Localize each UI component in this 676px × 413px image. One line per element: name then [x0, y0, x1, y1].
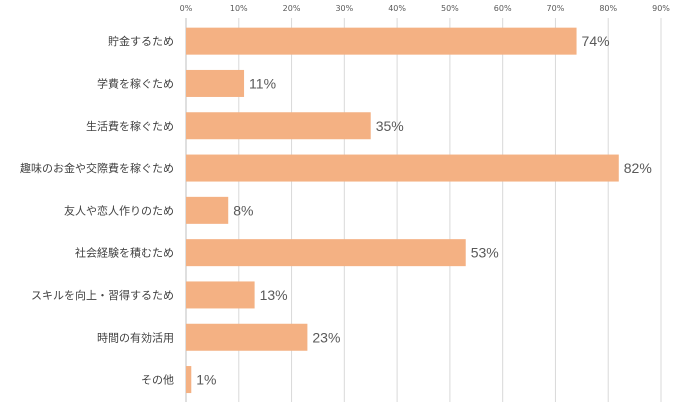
bar	[186, 27, 577, 55]
bar	[186, 239, 466, 267]
x-tick-label: 0%	[180, 4, 193, 13]
bar	[186, 281, 255, 309]
x-tick-label: 10%	[230, 4, 248, 13]
x-tick-label: 30%	[335, 4, 353, 13]
value-label: 53%	[471, 245, 499, 261]
x-tick-label: 20%	[283, 4, 301, 13]
x-tick-label: 90%	[652, 4, 670, 13]
value-label: 1%	[196, 372, 216, 388]
bar	[186, 196, 229, 224]
value-label: 35%	[376, 118, 404, 134]
bar	[186, 366, 192, 394]
category-labels: 貯金するため学費を稼ぐため生活費を稼ぐため趣味のお金や交際費を稼ぐため友人や恋人…	[20, 34, 174, 386]
bar	[186, 69, 245, 97]
bar	[186, 112, 371, 140]
x-tick-label: 70%	[547, 4, 565, 13]
category-label: 生活費を稼ぐため	[86, 119, 174, 133]
value-label: 8%	[233, 202, 253, 218]
value-label: 82%	[624, 160, 652, 176]
bar	[186, 154, 619, 182]
bars	[186, 27, 619, 394]
x-tick-label: 60%	[494, 4, 512, 13]
category-label: その他	[141, 374, 174, 387]
category-label: 時間の有効活用	[97, 330, 174, 344]
x-tick-label: 80%	[599, 4, 617, 13]
value-label: 23%	[312, 329, 340, 345]
value-label: 13%	[260, 287, 288, 303]
x-tick-label: 40%	[388, 4, 406, 13]
category-label: 友人や恋人作りのため	[64, 203, 174, 217]
category-label: 趣味のお金や交際費を稼ぐため	[20, 161, 174, 175]
bar	[186, 323, 308, 351]
category-label: 社会経験を積むため	[75, 246, 174, 260]
category-label: 学費を稼ぐため	[97, 76, 174, 90]
x-tick-label: 50%	[441, 4, 459, 13]
category-label: 貯金するため	[108, 34, 174, 48]
x-axis-ticks: 0% 10% 20% 30% 40% 50% 60% 70% 80% 90%	[180, 4, 671, 13]
value-labels: 74% 11% 35% 82% 8% 53% 13% 23% 1%	[196, 33, 652, 387]
category-label: スキルを向上・習得するため	[31, 288, 174, 302]
value-label: 11%	[249, 75, 276, 91]
value-label: 74%	[582, 33, 610, 49]
